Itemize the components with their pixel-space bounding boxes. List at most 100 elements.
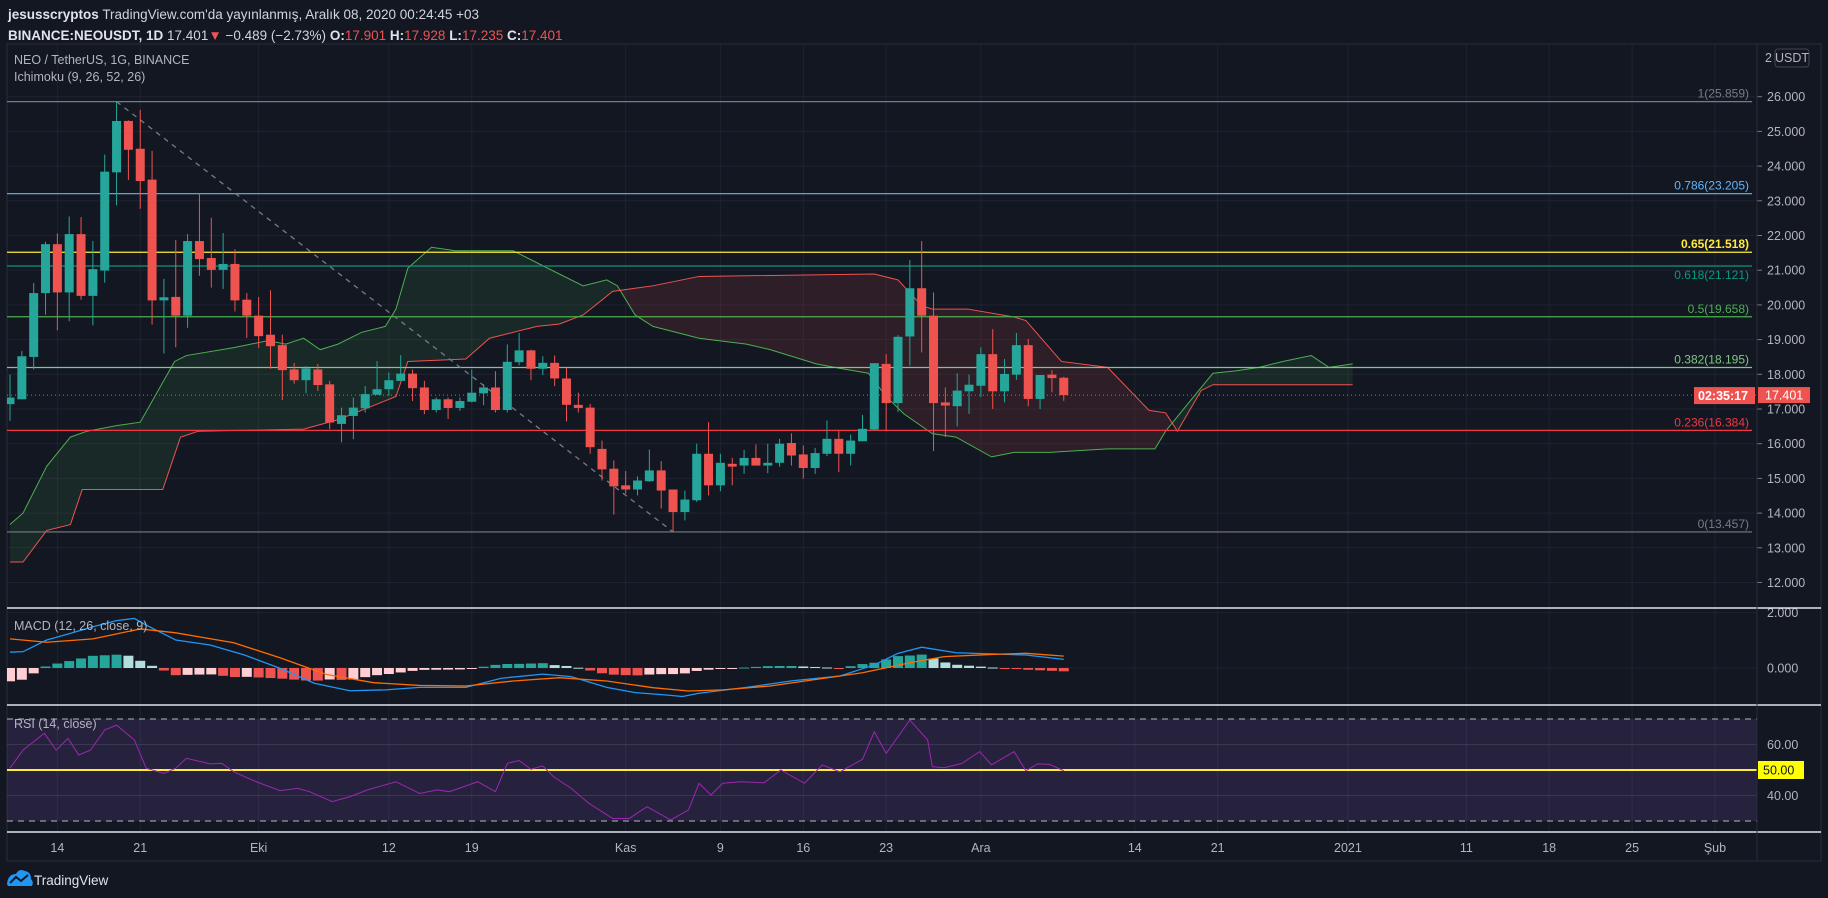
candle-body: [372, 389, 382, 395]
candle-body: [573, 404, 583, 408]
x-axis-label: 23: [879, 841, 893, 855]
candle: [1035, 374, 1045, 409]
price-axis-label: 20.000: [1767, 298, 1805, 312]
candle: [52, 233, 62, 331]
candle-body: [727, 463, 737, 467]
x-axis-label: 25: [1625, 841, 1639, 855]
open-label: O:: [329, 28, 345, 43]
price-axis-label: 22.000: [1767, 229, 1805, 243]
candle-body: [917, 288, 927, 316]
candle: [408, 369, 418, 402]
candle-body: [502, 361, 512, 411]
candle-body: [76, 234, 86, 296]
macd-histogram-bar: [431, 668, 442, 670]
candle: [360, 386, 370, 413]
candle-body: [325, 384, 335, 423]
macd-pane[interactable]: [5, 617, 1069, 698]
macd-histogram-bar: [904, 655, 915, 668]
high-value: 17.928: [404, 28, 446, 43]
candle: [1000, 359, 1010, 403]
rsi-pane[interactable]: [7, 718, 1757, 822]
candle-body: [692, 453, 702, 501]
macd-histogram-bar: [703, 668, 714, 670]
candle: [123, 120, 133, 180]
axes: 14 21 Eki 12 19 Kas 9 16 23 Ara 14 21 2021 11 18 25 Şub 2…: [7, 44, 1821, 862]
macd-histogram-bar: [585, 668, 596, 671]
price-axis-label: 14.000: [1767, 507, 1805, 521]
candle: [834, 430, 844, 473]
candle: [940, 387, 950, 438]
candle-body: [123, 120, 133, 150]
macd-histogram-bar: [715, 668, 726, 669]
x-axis-label: 18: [1542, 841, 1556, 855]
candle-body: [1023, 345, 1033, 399]
macd-histogram-bar: [881, 659, 892, 668]
macd-histogram-bar: [656, 668, 667, 675]
candle: [704, 422, 714, 496]
candle-body: [550, 362, 560, 379]
candle: [372, 361, 382, 395]
macd-signal-line: [9, 628, 1064, 692]
candle: [171, 240, 181, 348]
tradingview-cloud-icon: [7, 870, 33, 886]
macd-legend[interactable]: MACD (12, 26, close, 9): [14, 619, 147, 633]
candle: [183, 234, 193, 328]
candle-body: [408, 373, 418, 389]
candle-body: [952, 390, 962, 407]
candle: [17, 351, 27, 400]
candle: [41, 241, 51, 315]
ichimoku-span-b-line: [10, 273, 1353, 563]
candle-body: [183, 241, 193, 316]
macd-histogram-bar: [597, 668, 607, 674]
fib-level-label: 0.382(18.195): [1674, 353, 1749, 367]
macd-histogram-bar: [833, 668, 844, 669]
candle-body: [135, 148, 145, 182]
macd-histogram-bar: [952, 664, 963, 668]
x-axis-label: Ara: [971, 841, 991, 855]
macd-histogram-bar: [490, 664, 501, 668]
ichimoku-legend[interactable]: Ichimoku (9, 26, 52, 26): [14, 70, 145, 84]
tradingview-logo[interactable]: TradingView: [7, 870, 109, 888]
candle: [597, 440, 607, 481]
candle-body: [112, 120, 122, 173]
candle-body: [52, 244, 62, 293]
macd-histogram-bar: [514, 663, 525, 668]
macd-histogram-bar: [668, 668, 679, 675]
x-axis-label: Kas: [615, 841, 637, 855]
candle-body: [751, 457, 761, 466]
candle-body: [704, 453, 714, 486]
candle: [550, 355, 560, 387]
price-axis-label: 23.000: [1767, 194, 1805, 208]
macd-histogram-bar: [52, 663, 63, 668]
macd-histogram-bar: [1023, 668, 1034, 670]
macd-histogram-bar: [525, 663, 536, 668]
trendline-dashed: [116, 101, 674, 533]
candle: [668, 489, 678, 532]
rsi-legend[interactable]: RSI (14, close): [14, 717, 97, 731]
candle-body: [17, 356, 27, 400]
candle: [502, 344, 512, 413]
candle: [29, 283, 39, 370]
candle-body: [786, 443, 796, 456]
price-pane[interactable]: [6, 100, 1758, 563]
price-axis-label: 19.000: [1767, 333, 1805, 347]
candle-body: [431, 399, 441, 411]
author-name[interactable]: jesusscryptos: [8, 7, 99, 22]
candle-body: [538, 362, 548, 369]
macd-histogram-bar: [786, 665, 797, 668]
macd-histogram-bar: [218, 668, 229, 676]
macd-histogram-bar: [798, 666, 809, 668]
last-price-badge: [1758, 387, 1810, 404]
candle: [561, 367, 571, 422]
candle: [301, 365, 311, 394]
candle: [135, 109, 145, 209]
candle-body: [798, 454, 808, 468]
series-legend[interactable]: NEO / TetherUS, 1G, BINANCE: [14, 53, 190, 67]
countdown-badge: [1694, 387, 1755, 405]
macd-histogram-bar: [975, 666, 986, 668]
candle-body: [242, 299, 252, 316]
candle-body: [206, 258, 216, 270]
candle: [455, 397, 465, 411]
macd-histogram-bar: [466, 668, 477, 669]
